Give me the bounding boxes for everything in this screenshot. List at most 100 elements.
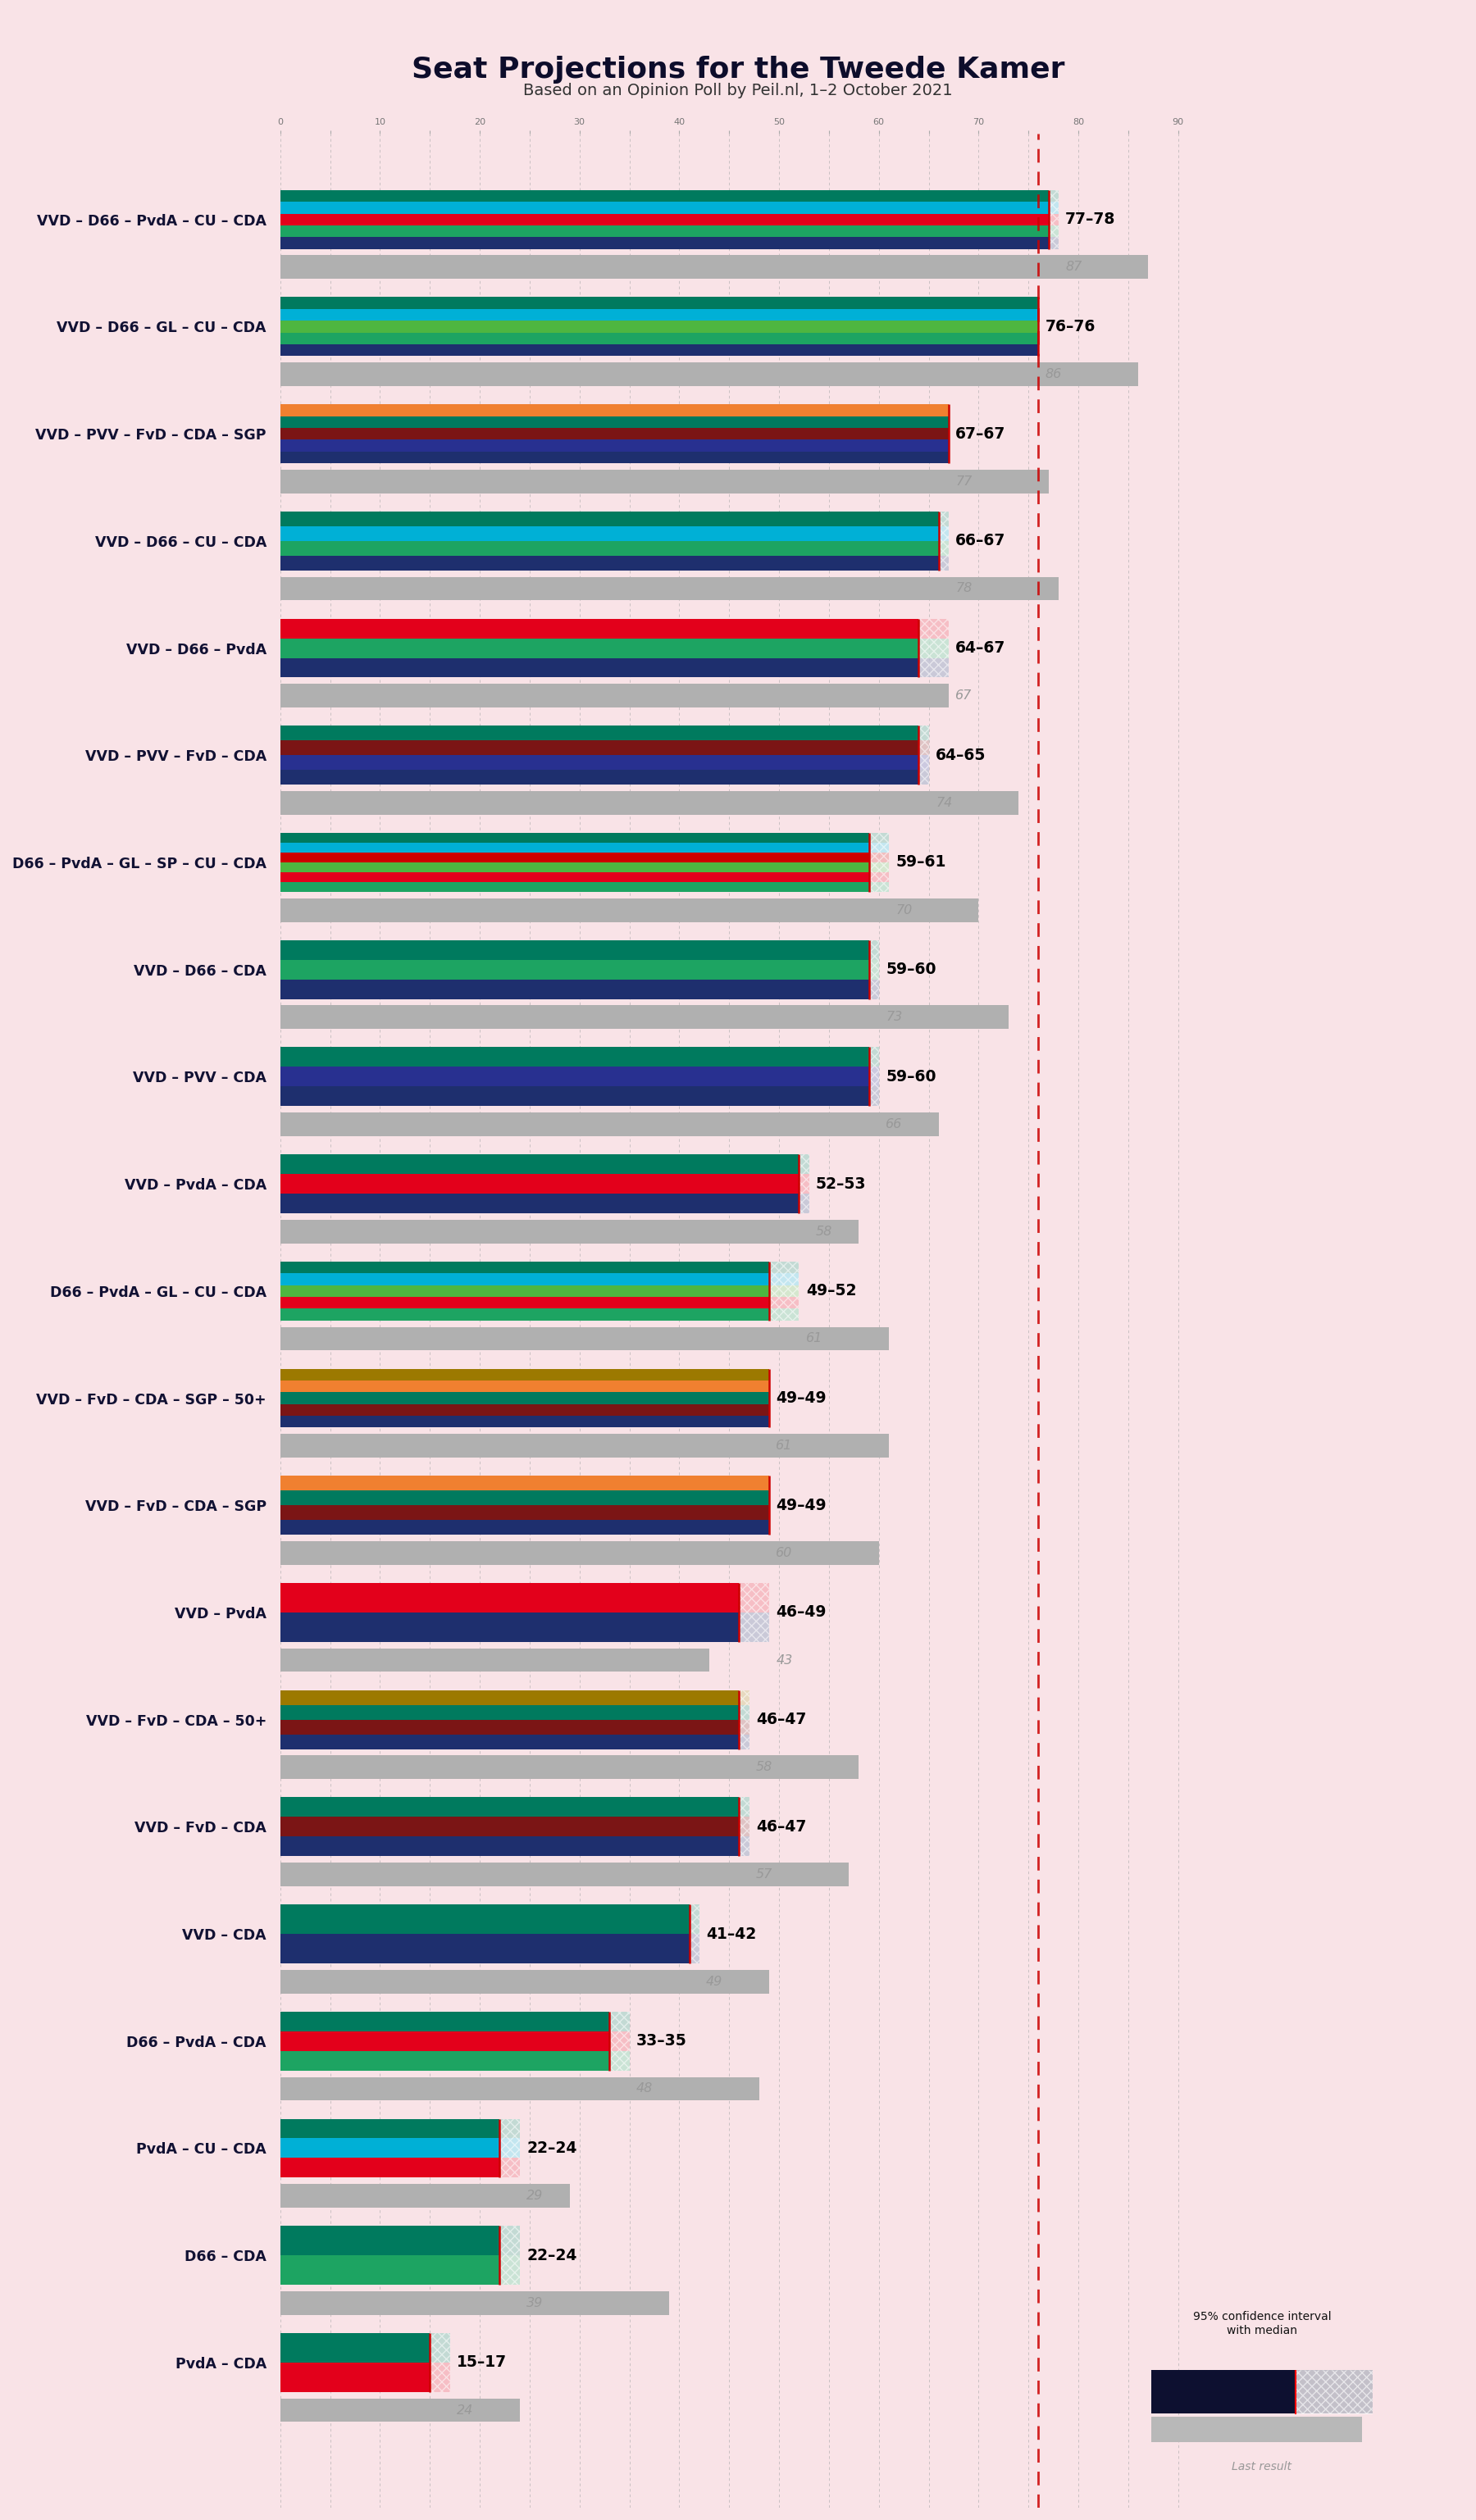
Bar (280, 1691, 739, 1706)
Text: 74: 74 (936, 796, 952, 809)
Bar (280, 2364, 430, 2391)
Bar (739, 1691, 748, 1706)
Bar (1048, 224, 1058, 237)
Bar (280, 872, 869, 882)
Text: 86: 86 (1045, 368, 1063, 381)
Bar (918, 658, 949, 678)
Bar (869, 1086, 878, 1106)
Bar (939, 554, 949, 570)
Text: 49: 49 (706, 1976, 723, 1988)
Bar (610, 2031, 629, 2051)
Bar (500, 2157, 520, 2177)
Bar (869, 862, 889, 872)
Bar (280, 189, 1048, 202)
Bar (280, 1111, 939, 1137)
Bar (739, 1691, 748, 1706)
Bar (280, 2291, 669, 2316)
Bar (280, 834, 869, 842)
Bar (280, 1086, 869, 1106)
Bar (280, 403, 949, 416)
Bar (280, 214, 1048, 224)
Bar (918, 771, 928, 784)
Bar (280, 1416, 769, 1429)
Bar (500, 2157, 520, 2177)
Text: 67: 67 (955, 690, 973, 703)
Bar (280, 756, 918, 771)
Bar (280, 2076, 759, 2102)
Text: 46–49: 46–49 (776, 1605, 827, 1620)
Bar (689, 1933, 700, 1963)
Bar (280, 1404, 769, 1416)
Bar (739, 1706, 748, 1719)
Bar (280, 617, 918, 638)
Text: 59–60: 59–60 (886, 963, 936, 978)
Bar (869, 1066, 878, 1086)
Text: 59–61: 59–61 (896, 854, 946, 869)
Bar (769, 1273, 799, 1285)
Bar (610, 2031, 629, 2051)
Bar (869, 872, 889, 882)
Bar (869, 1066, 878, 1086)
Bar (280, 940, 869, 960)
Bar (280, 1583, 739, 1613)
Bar (869, 882, 889, 892)
Text: 77–78: 77–78 (1066, 212, 1116, 227)
Bar (769, 1308, 799, 1320)
Bar (918, 658, 949, 678)
Bar (280, 2051, 610, 2071)
Bar (280, 512, 939, 527)
Bar (1048, 202, 1058, 214)
Bar (1048, 189, 1058, 202)
Bar (739, 1613, 769, 1643)
Bar (280, 1797, 739, 1817)
Bar (1048, 202, 1058, 214)
Bar (939, 542, 949, 554)
Bar (610, 2051, 629, 2071)
Bar (769, 1298, 799, 1308)
Bar (280, 1298, 769, 1308)
Bar (280, 1719, 739, 1734)
Text: 46–47: 46–47 (756, 1711, 806, 1726)
Bar (280, 1706, 739, 1719)
Bar (869, 834, 889, 842)
Bar (739, 1817, 748, 1837)
Text: 33–35: 33–35 (636, 2034, 686, 2049)
Bar (280, 960, 869, 980)
Bar (869, 842, 889, 852)
Bar (280, 1391, 769, 1404)
Bar (610, 2011, 629, 2031)
Bar (280, 1971, 769, 1993)
Bar (280, 1174, 799, 1194)
Bar (280, 1648, 708, 1671)
Text: 57: 57 (756, 1867, 772, 1880)
Bar (500, 2225, 520, 2255)
Bar (280, 683, 949, 708)
Bar (280, 2011, 610, 2031)
Bar (280, 416, 949, 428)
Bar (918, 741, 928, 756)
Bar (280, 1862, 849, 1885)
Bar (280, 2399, 520, 2422)
Bar (280, 882, 869, 892)
Bar (280, 1520, 769, 1535)
Bar (280, 202, 1048, 214)
Bar (1151, 2417, 1361, 2442)
Bar (280, 1477, 769, 1489)
Text: 29: 29 (527, 2190, 543, 2202)
Bar (280, 1905, 689, 1933)
Text: 49–52: 49–52 (806, 1283, 856, 1298)
Bar (689, 1933, 700, 1963)
Bar (939, 527, 949, 542)
Bar (280, 297, 1039, 310)
Bar (280, 577, 1058, 600)
Bar (869, 834, 889, 842)
Text: 67–67: 67–67 (955, 426, 1007, 441)
Bar (869, 842, 889, 852)
Bar (1296, 2369, 1373, 2414)
Bar (280, 1154, 799, 1174)
Bar (918, 726, 928, 741)
Bar (1151, 2369, 1296, 2414)
Bar (869, 882, 889, 892)
Bar (280, 2225, 500, 2255)
Bar (280, 1194, 799, 1212)
